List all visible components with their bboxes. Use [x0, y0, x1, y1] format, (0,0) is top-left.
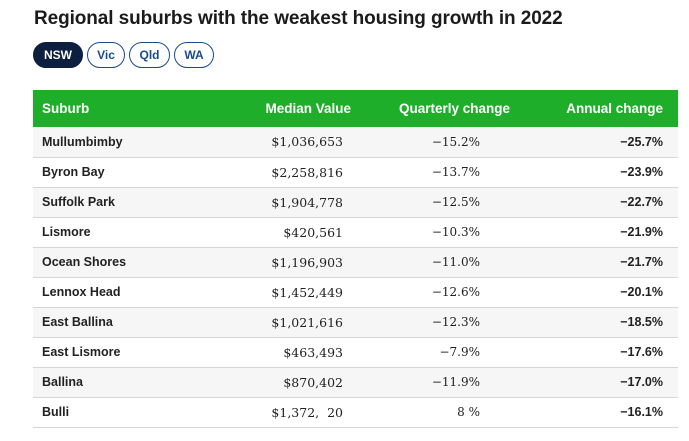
cell-quarterly-change: −11.0% — [431, 255, 480, 269]
cell-median-value: $1,904,778 — [271, 194, 343, 210]
suburbs-table-container: Suburb Median Value Quarterly change Ann… — [33, 90, 678, 428]
cell-annual-change: −17.6% — [620, 345, 663, 359]
cell-annual-change: −17.0% — [620, 375, 663, 389]
table-row: Suffolk Park $1,904,778 −12.5% −22.7% — [33, 187, 678, 217]
column-header-quarterly-change[interactable]: Quarterly change — [398, 101, 510, 116]
cell-annual-change: −23.9% — [620, 165, 663, 179]
cell-median-value: $463,493 — [283, 344, 343, 360]
cell-median-value: $2,258,816 — [271, 164, 343, 180]
table-row: Bulli $1,372, 20 8 % −16.1% — [33, 397, 678, 427]
cell-suburb: Ballina — [42, 375, 83, 389]
cell-annual-change: −21.9% — [620, 225, 663, 239]
cell-suburb: Suffolk Park — [42, 195, 115, 209]
table-row: Lennox Head $1,452,449 −12.6% −20.1% — [33, 277, 678, 307]
column-header-suburb[interactable]: Suburb — [42, 101, 90, 116]
table-row: Byron Bay $2,258,816 −13.7% −23.9% — [33, 157, 678, 187]
cell-annual-change: −16.1% — [620, 405, 663, 419]
table-row: Ocean Shores $1,196,903 −11.0% −21.7% — [33, 247, 678, 277]
tab-wa[interactable]: WA — [174, 42, 214, 68]
cell-quarterly-change: −11.9% — [431, 375, 480, 389]
cell-quarterly-change: −7.9% — [439, 345, 480, 359]
column-header-annual-change[interactable]: Annual change — [566, 101, 663, 116]
table-row: East Lismore $463,493 −7.9% −17.6% — [33, 337, 678, 367]
cell-quarterly-change: −13.7% — [431, 165, 480, 179]
cell-median-value: $870,402 — [283, 374, 343, 390]
table-row: Lismore $420,561 −10.3% −21.9% — [33, 217, 678, 247]
page-title: Regional suburbs with the weakest housin… — [34, 8, 563, 29]
cell-annual-change: −25.7% — [620, 134, 663, 149]
tab-nsw[interactable]: NSW — [33, 42, 83, 68]
tab-vic[interactable]: Vic — [87, 42, 125, 68]
table-row: Mullumbimby $1,036,653 −15.2% −25.7% — [33, 127, 678, 157]
cell-suburb: Byron Bay — [42, 165, 105, 179]
cell-median-value: $420,561 — [283, 224, 343, 240]
cell-median-value: $1,452,449 — [271, 284, 343, 300]
column-header-median-value[interactable]: Median Value — [265, 101, 351, 116]
table-body: Mullumbimby $1,036,653 −15.2% −25.7% Byron B… — [33, 127, 678, 427]
cell-median-value: $1,196,903 — [271, 254, 343, 270]
cell-suburb: Bulli — [42, 405, 70, 419]
table-row: East Ballina $1,021,616 −12.3% −18.5% — [33, 307, 678, 337]
cell-median-value: $1,021,616 — [271, 314, 343, 330]
table-row: Ballina $870,402 −11.9% −17.0% — [33, 367, 678, 397]
cell-suburb: East Lismore — [42, 345, 121, 359]
header-row: Suburb Median Value Quarterly change Ann… — [33, 90, 678, 127]
cell-quarterly-change: −15.2% — [431, 134, 480, 149]
cell-annual-change: −21.7% — [620, 255, 663, 269]
cell-suburb: Lennox Head — [42, 285, 121, 299]
cell-quarterly-change: −12.6% — [431, 285, 480, 299]
cell-annual-change: −20.1% — [620, 285, 663, 299]
cell-suburb: Mullumbimby — [42, 134, 123, 149]
tab-qld[interactable]: Qld — [129, 42, 170, 68]
cell-quarterly-change: 8 % — [449, 405, 480, 419]
cell-median-value: $1,036,653 — [271, 134, 343, 150]
cell-quarterly-change: −12.3% — [431, 315, 480, 329]
table-header: Suburb Median Value Quarterly change Ann… — [33, 90, 678, 127]
cell-suburb: East Ballina — [42, 315, 113, 329]
state-tabs: NSW Vic Qld WA — [33, 42, 214, 68]
cell-median-value: $1,372, 20 — [271, 404, 343, 420]
suburbs-table: Suburb Median Value Quarterly change Ann… — [33, 90, 678, 428]
cell-quarterly-change: −12.5% — [431, 195, 480, 209]
cell-annual-change: −18.5% — [620, 315, 663, 329]
cell-annual-change: −22.7% — [620, 195, 663, 209]
cell-suburb: Ocean Shores — [42, 255, 127, 269]
cell-quarterly-change: −10.3% — [431, 225, 480, 239]
cell-suburb: Lismore — [42, 225, 91, 239]
